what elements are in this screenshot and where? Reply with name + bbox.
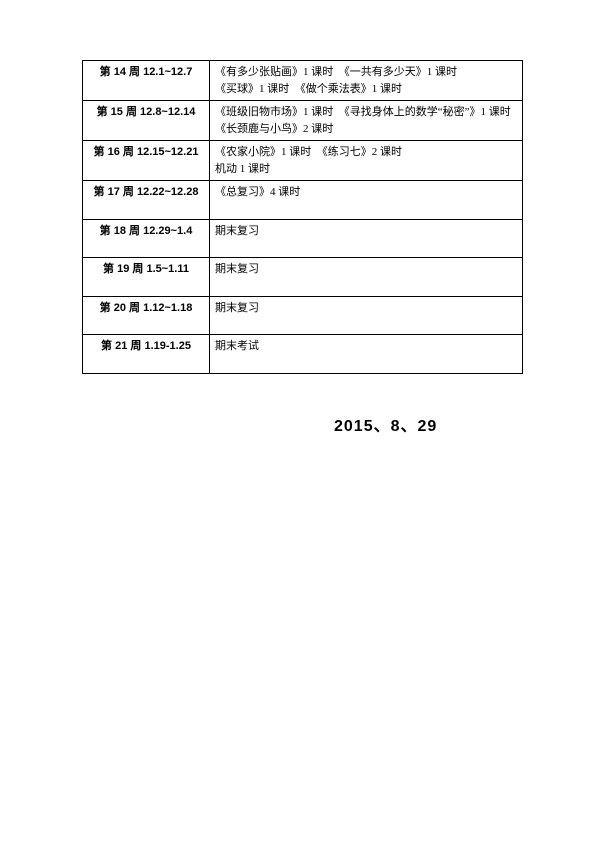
week-label-dates: 12.15~12.21: [134, 146, 199, 158]
content-cell: 《班级旧物市场》1 课时 《寻找身体上的数学“秘密”》1 课时 《长颈鹿与小鸟》…: [210, 101, 523, 141]
content-cell: 《有多少张贴画》1 课时 《一共有多少天》1 课时《买球》1 课时 《做个乘法表…: [210, 61, 523, 101]
content-cell: 《农家小院》1 课时 《练习七》2 课时机动 1 课时: [210, 141, 523, 181]
week-cell: 第 18 周 12.29~1.4: [83, 219, 210, 258]
table-row: 第 15 周 12.8~12.14《班级旧物市场》1 课时 《寻找身体上的数学“…: [83, 101, 523, 141]
schedule-table: 第 14 周 12.1~12.7《有多少张贴画》1 课时 《一共有多少天》1 课…: [82, 60, 523, 374]
week-cell: 第 16 周 12.15~12.21: [83, 141, 210, 181]
week-label-prefix: 第 20 周: [100, 302, 140, 314]
content-cell: 期末复习: [210, 219, 523, 258]
week-label-dates: 12.8~12.14: [137, 106, 195, 118]
content-cell: 《总复习》4 课时: [210, 181, 523, 220]
week-cell: 第 14 周 12.1~12.7: [83, 61, 210, 101]
week-label-dates: 12.1~12.7: [140, 66, 192, 78]
week-cell: 第 17 周 12.22~12.28: [83, 181, 210, 220]
table-row: 第 21 周 1.19-1.25期末考试: [83, 335, 523, 374]
week-label-prefix: 第 19 周: [103, 263, 143, 275]
week-cell: 第 19 周 1.5~1.11: [83, 258, 210, 297]
week-label-dates: 12.29~1.4: [140, 225, 192, 237]
week-label-dates: 1.5~1.11: [143, 263, 189, 275]
week-cell: 第 20 周 1.12~1.18: [83, 296, 210, 335]
content-cell: 期末复习: [210, 296, 523, 335]
table-row: 第 20 周 1.12~1.18期末复习: [83, 296, 523, 335]
week-label-prefix: 第 14 周: [100, 66, 140, 78]
week-label-prefix: 第 21 周: [101, 340, 141, 352]
footer-date: 2015、8、29: [334, 412, 523, 436]
table-row: 第 16 周 12.15~12.21《农家小院》1 课时 《练习七》2 课时机动…: [83, 141, 523, 181]
table-row: 第 19 周 1.5~1.11期末复习: [83, 258, 523, 297]
week-label-prefix: 第 16 周: [94, 146, 134, 158]
content-cell: 期末复习: [210, 258, 523, 297]
week-cell: 第 21 周 1.19-1.25: [83, 335, 210, 374]
week-label-prefix: 第 17 周: [94, 186, 134, 198]
table-row: 第 14 周 12.1~12.7《有多少张贴画》1 课时 《一共有多少天》1 课…: [83, 61, 523, 101]
week-label-dates: 1.12~1.18: [140, 302, 192, 314]
week-label-prefix: 第 18 周: [100, 225, 140, 237]
week-label-prefix: 第 15 周: [97, 106, 137, 118]
week-label-dates: 1.19-1.25: [141, 340, 191, 352]
week-cell: 第 15 周 12.8~12.14: [83, 101, 210, 141]
table-row: 第 17 周 12.22~12.28《总复习》4 课时: [83, 181, 523, 220]
week-label-dates: 12.22~12.28: [134, 186, 199, 198]
table-row: 第 18 周 12.29~1.4期末复习: [83, 219, 523, 258]
content-cell: 期末考试: [210, 335, 523, 374]
